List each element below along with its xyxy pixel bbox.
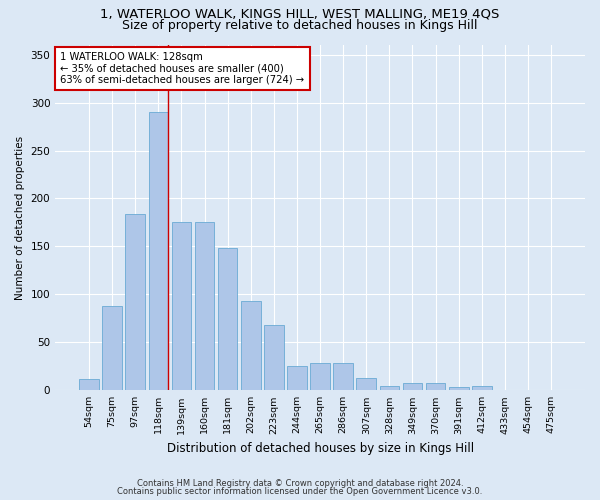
- Bar: [472, 386, 491, 390]
- X-axis label: Distribution of detached houses by size in Kings Hill: Distribution of detached houses by size …: [167, 442, 473, 455]
- Bar: [334, 364, 353, 390]
- Bar: [172, 222, 191, 390]
- Bar: [125, 214, 145, 390]
- Bar: [403, 382, 422, 390]
- Text: Contains HM Land Registry data © Crown copyright and database right 2024.: Contains HM Land Registry data © Crown c…: [137, 478, 463, 488]
- Bar: [149, 112, 168, 390]
- Bar: [218, 248, 238, 390]
- Bar: [103, 306, 122, 390]
- Bar: [79, 379, 99, 390]
- Text: 1 WATERLOO WALK: 128sqm
← 35% of detached houses are smaller (400)
63% of semi-d: 1 WATERLOO WALK: 128sqm ← 35% of detache…: [61, 52, 305, 85]
- Bar: [310, 364, 330, 390]
- Bar: [287, 366, 307, 390]
- Bar: [241, 301, 260, 390]
- Bar: [356, 378, 376, 390]
- Y-axis label: Number of detached properties: Number of detached properties: [15, 136, 25, 300]
- Bar: [195, 222, 214, 390]
- Bar: [380, 386, 399, 390]
- Text: Contains public sector information licensed under the Open Government Licence v3: Contains public sector information licen…: [118, 487, 482, 496]
- Bar: [426, 382, 445, 390]
- Bar: [264, 325, 284, 390]
- Text: Size of property relative to detached houses in Kings Hill: Size of property relative to detached ho…: [122, 18, 478, 32]
- Text: 1, WATERLOO WALK, KINGS HILL, WEST MALLING, ME19 4QS: 1, WATERLOO WALK, KINGS HILL, WEST MALLI…: [100, 8, 500, 20]
- Bar: [449, 388, 469, 390]
